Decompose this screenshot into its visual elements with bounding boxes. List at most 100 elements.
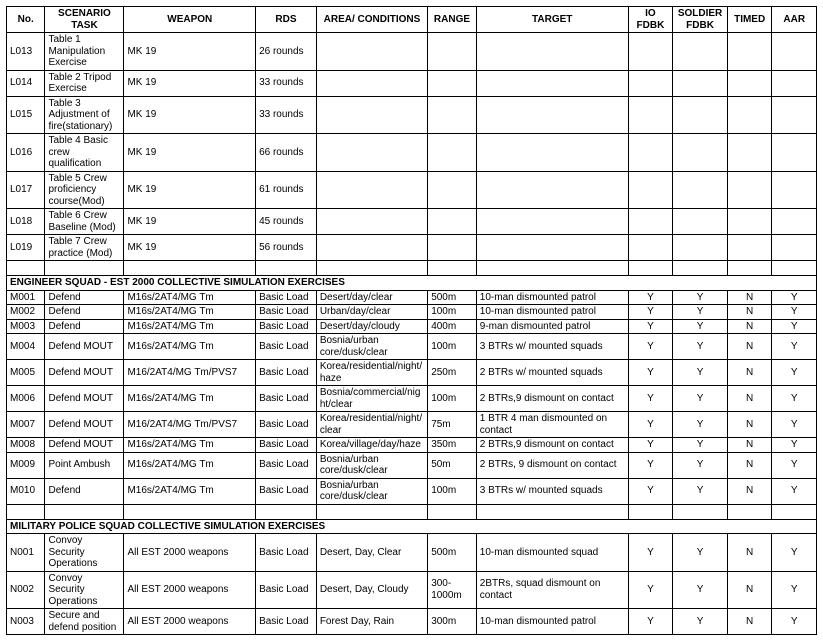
cell-rds: 33 rounds xyxy=(256,70,317,96)
cell-soldier xyxy=(673,96,728,134)
cell-aar xyxy=(772,209,817,235)
cell-io xyxy=(628,171,673,209)
col-aar: AAR xyxy=(772,7,817,33)
cell-soldier: Y xyxy=(673,534,728,572)
cell-range: 300m xyxy=(428,609,477,635)
cell-soldier: Y xyxy=(673,438,728,453)
cell-aar: Y xyxy=(772,360,817,386)
cell-rds: Basic Load xyxy=(256,290,317,305)
table-row: M006Defend MOUTM16s/2AT4/MG TmBasic Load… xyxy=(7,386,817,412)
cell-no: N003 xyxy=(7,609,45,635)
cell-range: 300-1000m xyxy=(428,571,477,609)
cell-timed: N xyxy=(727,334,772,360)
cell-rds: 33 rounds xyxy=(256,96,317,134)
cell-aar: Y xyxy=(772,452,817,478)
cell-task: Table 4 Basic crew qualification xyxy=(45,134,124,172)
cell-io xyxy=(628,96,673,134)
cell-soldier: Y xyxy=(673,290,728,305)
cell-aar: Y xyxy=(772,534,817,572)
cell-aar: Y xyxy=(772,386,817,412)
cell-timed xyxy=(727,209,772,235)
cell-timed xyxy=(727,235,772,261)
cell-area: Bosnia/urban core/dusk/clear xyxy=(316,334,427,360)
cell-target: 10-man dismounted patrol xyxy=(476,609,628,635)
cell-weapon: All EST 2000 weapons xyxy=(124,609,256,635)
section-header: MILITARY POLICE SQUAD COLLECTIVE SIMULAT… xyxy=(7,519,817,534)
cell-io: Y xyxy=(628,534,673,572)
table-row: N002Convoy Security OperationsAll EST 20… xyxy=(7,571,817,609)
section-label: MILITARY POLICE SQUAD COLLECTIVE SIMULAT… xyxy=(7,519,817,534)
cell-no: M002 xyxy=(7,305,45,320)
table-row: M004Defend MOUTM16s/2AT4/MG TmBasic Load… xyxy=(7,334,817,360)
cell-area: Forest Day, Rain xyxy=(316,609,427,635)
cell-task: Table 6 Crew Baseline (Mod) xyxy=(45,209,124,235)
section-label: ENGINEER SQUAD - EST 2000 COLLECTIVE SIM… xyxy=(7,276,817,291)
cell-soldier: Y xyxy=(673,334,728,360)
cell-target: 10-man dismounted patrol xyxy=(476,290,628,305)
col-task: SCENARIO TASK xyxy=(45,7,124,33)
cell-rds: 45 rounds xyxy=(256,209,317,235)
cell-task: Table 3 Adjustment of fire(stationary) xyxy=(45,96,124,134)
cell-aar: Y xyxy=(772,438,817,453)
cell-weapon: M16s/2AT4/MG Tm xyxy=(124,334,256,360)
col-io: IO FDBK xyxy=(628,7,673,33)
table-row: L014Table 2 Tripod ExerciseMK 1933 round… xyxy=(7,70,817,96)
cell-weapon: MK 19 xyxy=(124,209,256,235)
cell-no: L019 xyxy=(7,235,45,261)
cell-no: L016 xyxy=(7,134,45,172)
cell-no: M004 xyxy=(7,334,45,360)
table-row: M001DefendM16s/2AT4/MG TmBasic LoadDeser… xyxy=(7,290,817,305)
cell-area: Desert/day/cloudy xyxy=(316,319,427,334)
cell-rds: Basic Load xyxy=(256,478,317,504)
cell-aar xyxy=(772,171,817,209)
cell-area: Korea/village/day/haze xyxy=(316,438,427,453)
cell-weapon: MK 19 xyxy=(124,134,256,172)
table-row: M008Defend MOUTM16s/2AT4/MG TmBasic Load… xyxy=(7,438,817,453)
cell-aar: Y xyxy=(772,334,817,360)
cell-timed: N xyxy=(727,290,772,305)
cell-weapon: M16s/2AT4/MG Tm xyxy=(124,290,256,305)
cell-timed: N xyxy=(727,609,772,635)
cell-task: Defend xyxy=(45,319,124,334)
cell-range xyxy=(428,134,477,172)
cell-soldier xyxy=(673,33,728,71)
cell-range: 400m xyxy=(428,319,477,334)
cell-weapon: MK 19 xyxy=(124,96,256,134)
cell-target: 2 BTRs w/ mounted squads xyxy=(476,360,628,386)
cell-soldier: Y xyxy=(673,412,728,438)
col-area: AREA/ CONDITIONS xyxy=(316,7,427,33)
cell-no: M005 xyxy=(7,360,45,386)
table-row: L018Table 6 Crew Baseline (Mod)MK 1945 r… xyxy=(7,209,817,235)
col-rds: RDS xyxy=(256,7,317,33)
cell-area: Bosnia/urban core/dusk/clear xyxy=(316,452,427,478)
cell-aar xyxy=(772,33,817,71)
cell-area xyxy=(316,96,427,134)
cell-rds: Basic Load xyxy=(256,412,317,438)
cell-range: 100m xyxy=(428,386,477,412)
cell-task: Defend MOUT xyxy=(45,412,124,438)
cell-io: Y xyxy=(628,319,673,334)
cell-target: 2 BTRs, 9 dismount on contact xyxy=(476,452,628,478)
cell-range xyxy=(428,209,477,235)
cell-aar xyxy=(772,70,817,96)
table-row: L016Table 4 Basic crew qualificationMK 1… xyxy=(7,134,817,172)
cell-target: 10-man dismounted squad xyxy=(476,534,628,572)
cell-area: Desert/day/clear xyxy=(316,290,427,305)
cell-rds: Basic Load xyxy=(256,334,317,360)
table-row: M003DefendM16s/2AT4/MG TmBasic LoadDeser… xyxy=(7,319,817,334)
cell-soldier xyxy=(673,134,728,172)
cell-io: Y xyxy=(628,305,673,320)
cell-aar: Y xyxy=(772,478,817,504)
cell-area: Urban/day/clear xyxy=(316,305,427,320)
cell-range xyxy=(428,33,477,71)
cell-timed: N xyxy=(727,305,772,320)
cell-timed: N xyxy=(727,360,772,386)
cell-target: 3 BTRs w/ mounted squads xyxy=(476,334,628,360)
cell-soldier xyxy=(673,209,728,235)
cell-target xyxy=(476,134,628,172)
cell-range xyxy=(428,171,477,209)
cell-rds: Basic Load xyxy=(256,360,317,386)
cell-timed xyxy=(727,134,772,172)
col-timed: TIMED xyxy=(727,7,772,33)
cell-timed: N xyxy=(727,386,772,412)
